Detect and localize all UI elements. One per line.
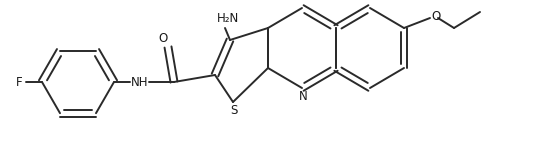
Text: S: S <box>230 104 238 117</box>
Text: O: O <box>158 32 167 45</box>
Text: N: N <box>298 90 308 103</box>
Text: O: O <box>431 11 441 24</box>
Text: F: F <box>15 76 22 88</box>
Text: NH: NH <box>131 76 149 88</box>
Text: H₂N: H₂N <box>217 11 239 24</box>
